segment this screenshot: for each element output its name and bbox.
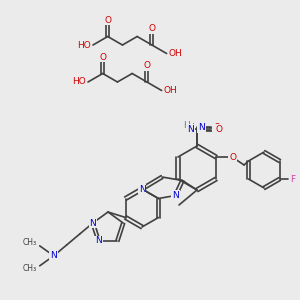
Text: O: O: [99, 52, 106, 62]
Text: H: H: [187, 124, 194, 133]
Text: HO: HO: [77, 40, 91, 50]
Text: O: O: [148, 24, 155, 33]
Text: O: O: [229, 152, 236, 161]
Text: N: N: [89, 219, 96, 228]
Text: H: H: [183, 121, 190, 130]
Text: F: F: [290, 175, 295, 184]
Text: HO: HO: [72, 77, 86, 86]
Text: CH₃: CH₃: [22, 264, 37, 273]
Text: N: N: [50, 251, 57, 260]
Text: N: N: [187, 124, 194, 134]
Text: OH: OH: [164, 86, 177, 95]
Text: OH: OH: [169, 49, 182, 58]
Text: N: N: [95, 236, 102, 245]
Text: O: O: [143, 61, 150, 70]
Text: O: O: [215, 124, 222, 134]
Text: N: N: [172, 191, 179, 200]
Text: O: O: [213, 124, 220, 133]
Text: N: N: [139, 184, 145, 194]
Text: O: O: [104, 16, 111, 25]
Text: CH₃: CH₃: [22, 238, 37, 247]
Text: N: N: [198, 124, 205, 133]
